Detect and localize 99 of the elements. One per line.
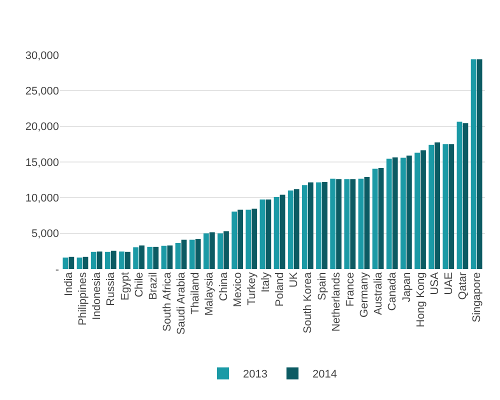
- x-tick-label: Russia: [105, 271, 118, 306]
- x-tick-label: Thailand: [190, 272, 202, 314]
- x-tick-label: UAE: [442, 272, 455, 295]
- bar: [470, 59, 476, 269]
- x-tick-label: China: [218, 271, 230, 301]
- bar: [280, 194, 286, 269]
- x-tick-label: UK: [288, 272, 300, 288]
- y-tick-label: 15,000: [25, 156, 59, 169]
- bar: [104, 252, 110, 269]
- bar: [448, 144, 454, 269]
- legend-label: 2014: [312, 368, 337, 381]
- x-tick-label: USA: [428, 272, 441, 295]
- x-tick-label: Germany: [358, 272, 371, 318]
- legend-label: 2013: [243, 368, 268, 381]
- bar: [372, 168, 378, 269]
- bar: [133, 247, 139, 269]
- bar: [252, 208, 258, 269]
- bar: [406, 156, 412, 269]
- x-tick-label: Chile: [133, 272, 146, 298]
- bar: [344, 179, 350, 269]
- bar: [294, 189, 300, 269]
- bar: [232, 212, 238, 269]
- bar: [90, 252, 96, 269]
- x-tick-label: Italy: [260, 272, 272, 292]
- bar: [302, 185, 308, 269]
- x-tick-label: Brazil: [147, 272, 160, 300]
- bar: [400, 158, 406, 269]
- bar: [96, 252, 102, 269]
- y-tick-label: 30,000: [25, 50, 59, 62]
- x-tick-label: Philippines: [77, 272, 90, 326]
- x-tick-label: Saudi Arabia: [176, 271, 188, 335]
- x-tick-label: Hong Kong: [414, 272, 427, 328]
- bar: [476, 59, 482, 269]
- bar: [209, 232, 215, 269]
- x-tick-label: Australia: [372, 271, 385, 315]
- bar: [330, 178, 336, 269]
- bar: [82, 256, 88, 269]
- bar: [125, 252, 130, 269]
- bar: [147, 246, 153, 269]
- bar: [62, 258, 68, 269]
- bar: [350, 179, 356, 269]
- bar: [442, 144, 448, 269]
- bar: [76, 258, 82, 269]
- bar: [246, 210, 252, 269]
- bar: [167, 245, 173, 269]
- bar: [260, 199, 266, 269]
- bar: [195, 239, 201, 269]
- bar: [224, 231, 229, 269]
- bar: [378, 168, 384, 269]
- y-tick-label: 25,000: [25, 86, 59, 98]
- x-tick-label: Indonesia: [91, 271, 104, 320]
- bar: [161, 246, 167, 269]
- bar: [386, 158, 392, 269]
- x-tick-label: Mexico: [232, 272, 244, 308]
- y-tick-label: 5,000: [31, 228, 59, 240]
- bar: [364, 176, 370, 269]
- x-tick-label: Netherlands: [330, 272, 342, 332]
- x-tick-label: France: [344, 272, 356, 306]
- bar: [139, 245, 144, 269]
- x-tick-label: Spain: [316, 272, 328, 300]
- bar: [420, 150, 426, 269]
- bar: [218, 233, 223, 269]
- bar: [358, 178, 364, 269]
- bar: [189, 240, 195, 269]
- x-tick-label: Poland: [274, 272, 286, 306]
- x-tick-label: India: [63, 271, 76, 296]
- bar: [414, 152, 420, 269]
- bar: [456, 122, 462, 269]
- x-tick-label: Canada: [386, 271, 399, 311]
- x-tick-label: Qatar: [457, 272, 470, 300]
- bar: [238, 210, 243, 269]
- bar: [392, 157, 398, 269]
- x-tick-label: South Korea: [302, 271, 314, 334]
- x-tick-label: Japan: [400, 272, 413, 302]
- bar: [68, 256, 74, 269]
- bar: [288, 190, 294, 269]
- y-tick-label: -: [55, 264, 60, 276]
- bar: [274, 196, 280, 269]
- x-tick-label: Singapore: [471, 272, 484, 322]
- bar: [322, 182, 328, 269]
- bar: [119, 252, 124, 269]
- y-tick-label: 20,000: [25, 121, 59, 134]
- x-tick-label: Malaysia: [204, 271, 216, 316]
- bar: [308, 182, 314, 269]
- bar: [153, 246, 159, 269]
- x-tick-label: Turkey: [246, 272, 258, 306]
- bar: [434, 142, 440, 269]
- bar: [462, 123, 468, 269]
- y-tick-label: 10,000: [25, 192, 59, 205]
- x-tick-label: Egypt: [119, 272, 132, 300]
- bar: [110, 250, 116, 269]
- bar: [428, 144, 434, 269]
- x-tick-label: South Africa: [162, 271, 174, 332]
- bar: [266, 199, 272, 269]
- bar: [316, 182, 322, 269]
- bar: [175, 242, 181, 269]
- bar: [181, 240, 187, 269]
- bar: [336, 179, 342, 269]
- bar: [203, 233, 209, 269]
